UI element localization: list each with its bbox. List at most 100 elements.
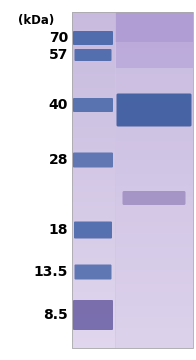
Bar — [72, 267, 193, 270]
Bar — [72, 284, 193, 287]
Bar — [72, 191, 193, 194]
Bar — [72, 57, 193, 60]
Bar — [72, 99, 193, 102]
Bar — [72, 309, 193, 312]
Text: 28: 28 — [48, 153, 68, 167]
Bar — [72, 172, 193, 175]
Bar — [72, 76, 193, 80]
Bar — [72, 169, 193, 172]
FancyBboxPatch shape — [116, 94, 191, 126]
Bar — [72, 71, 193, 74]
Text: (kDa): (kDa) — [18, 14, 54, 27]
Bar — [72, 306, 193, 309]
Bar — [72, 65, 193, 68]
Bar — [72, 312, 193, 315]
Bar — [72, 258, 193, 262]
Bar — [72, 292, 193, 295]
Bar — [72, 342, 193, 346]
Bar — [72, 205, 193, 208]
Bar — [72, 62, 193, 66]
Bar — [72, 73, 193, 77]
Bar — [72, 331, 193, 334]
Bar — [115, 12, 193, 348]
Bar — [72, 54, 193, 57]
Bar — [72, 79, 193, 82]
Bar — [72, 188, 193, 192]
Bar — [72, 300, 193, 304]
FancyBboxPatch shape — [74, 265, 112, 279]
Bar — [72, 12, 193, 15]
Bar — [72, 281, 193, 284]
Bar — [72, 295, 193, 298]
Bar — [72, 37, 193, 40]
Bar — [72, 250, 193, 253]
Text: 13.5: 13.5 — [34, 265, 68, 279]
Bar — [72, 197, 193, 200]
Bar — [72, 132, 193, 136]
Bar — [72, 116, 193, 119]
Bar — [72, 26, 193, 29]
Text: 57: 57 — [49, 48, 68, 62]
Bar — [72, 334, 193, 337]
Bar — [72, 183, 193, 186]
Bar — [116, 12, 193, 68]
Bar — [72, 121, 193, 125]
Bar — [72, 186, 193, 189]
Bar — [72, 174, 193, 178]
Bar — [72, 199, 193, 203]
Bar — [72, 222, 193, 225]
Bar — [72, 230, 193, 234]
Bar — [72, 113, 193, 116]
Bar — [72, 339, 193, 343]
Bar — [72, 166, 193, 169]
Bar — [72, 225, 193, 228]
Bar — [72, 149, 193, 153]
Bar — [72, 51, 193, 54]
Bar — [72, 317, 193, 320]
Bar — [72, 138, 193, 141]
Bar — [72, 152, 193, 155]
Bar — [72, 278, 193, 281]
Bar — [72, 325, 193, 329]
Bar — [72, 155, 193, 158]
Bar — [115, 12, 193, 42]
Bar — [72, 110, 193, 113]
Bar — [72, 40, 193, 43]
Bar — [72, 127, 193, 130]
FancyBboxPatch shape — [122, 191, 185, 205]
Bar — [72, 177, 193, 180]
Bar — [72, 90, 193, 94]
Bar — [72, 180, 193, 183]
FancyBboxPatch shape — [73, 98, 113, 112]
Bar — [72, 289, 193, 292]
Bar — [72, 194, 193, 197]
Bar — [72, 104, 193, 108]
FancyBboxPatch shape — [73, 31, 113, 45]
Bar — [72, 48, 193, 52]
FancyBboxPatch shape — [74, 221, 112, 238]
Bar — [72, 29, 193, 32]
Bar — [72, 15, 193, 18]
Bar — [72, 323, 193, 326]
Bar — [72, 147, 193, 150]
Bar — [72, 124, 193, 127]
Bar — [72, 216, 193, 220]
Bar — [72, 228, 193, 231]
Bar — [72, 60, 193, 63]
Bar — [72, 211, 193, 214]
Bar — [72, 236, 193, 239]
Bar — [72, 303, 193, 306]
Bar — [72, 96, 193, 99]
Bar — [72, 87, 193, 91]
Bar — [72, 219, 193, 222]
Bar — [72, 253, 193, 256]
Bar — [72, 273, 193, 276]
Bar — [72, 158, 193, 161]
Bar — [72, 85, 193, 88]
Bar — [72, 213, 193, 217]
Bar — [72, 93, 193, 96]
Bar — [72, 314, 193, 318]
Bar — [72, 43, 193, 46]
Bar — [72, 345, 193, 348]
Bar — [72, 32, 193, 35]
